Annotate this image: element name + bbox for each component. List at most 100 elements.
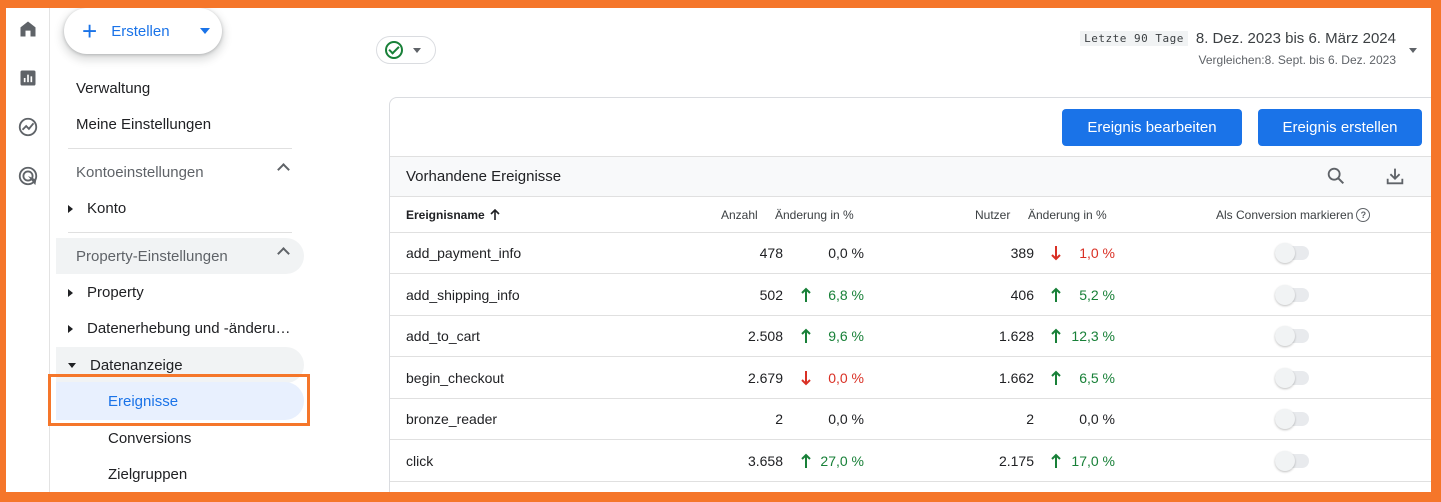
search-icon[interactable] [1325, 165, 1349, 189]
arrow-up-icon [1050, 287, 1062, 303]
column-header-users[interactable]: Nutzer [975, 208, 1011, 222]
cell-count: 2.679 [747, 369, 783, 386]
cell-count: 3.658 [747, 452, 783, 469]
table-header-bar: Vorhandene Ereignisse [390, 156, 1431, 197]
table-row[interactable]: add_payment_info 478 0,0 % 389 1,0 % [390, 233, 1431, 274]
check-circle-icon [385, 41, 403, 59]
tree-item-account[interactable]: Konto [68, 200, 126, 217]
cell-count-change: 9,6 % [828, 328, 864, 344]
column-header-count[interactable]: Anzahl [721, 208, 758, 222]
filter-chip[interactable] [376, 36, 436, 64]
divider [68, 148, 292, 149]
sort-arrow-up-icon [490, 209, 500, 220]
create-button[interactable]: + Erstellen [64, 8, 222, 54]
app-frame: + Erstellen Verwaltung Meine Einstellung… [6, 8, 1431, 492]
section-account-settings[interactable]: Kontoeinstellungen [64, 154, 304, 190]
date-dropdown-icon[interactable] [1409, 48, 1417, 53]
tree-item-data-display-label: Datenanzeige [90, 357, 183, 374]
home-icon[interactable] [16, 17, 40, 41]
tree-item-data-display[interactable]: Datenanzeige [68, 357, 183, 374]
item-highlight [56, 347, 304, 383]
events-card: Ereignis bearbeiten Ereignis erstellen V… [389, 97, 1431, 492]
arrow-up-icon [1050, 453, 1062, 469]
conversion-toggle[interactable] [1275, 326, 1309, 346]
conversion-toggle[interactable] [1275, 450, 1309, 471]
cell-users-change: 0,0 % [1079, 411, 1115, 427]
cell-count-change: 6,8 % [828, 286, 864, 303]
table-row[interactable]: bronze_reader 2 0,0 % 2 0,0 % [390, 399, 1431, 440]
section-property-settings[interactable]: Property-Einstellungen [64, 238, 304, 274]
table-row[interactable]: begin_checkout 2.679 0,0 % 1.662 6,5 % [390, 358, 1431, 399]
cell-event-name: click [406, 452, 434, 469]
cell-count: 478 [759, 245, 783, 261]
cell-users: 2.175 [998, 452, 1034, 469]
date-preset-tag: Letzte 90 Tage [1080, 31, 1188, 46]
cell-event-name: add_to_cart [406, 328, 480, 344]
section-property-settings-label: Property-Einstellungen [76, 247, 228, 265]
cell-count-change: 27,0 % [820, 452, 864, 469]
conversion-toggle[interactable] [1275, 284, 1309, 305]
expand-arrow-icon [68, 204, 73, 213]
help-icon[interactable]: ? [1356, 208, 1371, 222]
table-row[interactable]: add_shipping_info 502 6,8 % 406 5,2 % [390, 275, 1431, 316]
cell-count-change: 0,0 % [828, 411, 864, 427]
chevron-down-icon [413, 47, 421, 53]
cell-users: 406 [1010, 286, 1034, 303]
chevron-up-icon [277, 163, 290, 176]
section-highlight [56, 238, 304, 274]
download-icon[interactable] [1384, 165, 1408, 189]
expand-arrow-icon [68, 324, 73, 333]
date-range-picker[interactable]: Letzte 90 Tage 8. Dez. 2023 bis 6. März … [1080, 30, 1396, 67]
nav-my-settings[interactable]: Meine Einstellungen [76, 116, 212, 133]
create-event-button[interactable]: Ereignis erstellen [1258, 109, 1422, 146]
column-header-users-change[interactable]: Änderung in % [1028, 208, 1107, 222]
advertising-icon[interactable] [16, 164, 40, 188]
table-row[interactable]: click 3.658 27,0 % 2.175 17,0 % [390, 441, 1431, 482]
left-nav: + Erstellen Verwaltung Meine Einstellung… [56, 8, 376, 492]
cell-event-name: bronze_reader [406, 411, 498, 427]
table-row[interactable]: add_to_cart 2.508 9,6 % 1.628 12,3 % [390, 316, 1431, 357]
arrow-up-icon [800, 287, 812, 303]
nav-audiences[interactable]: Zielgruppen [108, 466, 188, 483]
arrow-up-icon [800, 328, 812, 344]
cell-users: 2 [1026, 411, 1034, 427]
edit-event-button[interactable]: Ereignis bearbeiten [1062, 109, 1242, 146]
column-header-name-label: Ereignisname [406, 208, 485, 222]
nav-events[interactable]: Ereignisse [108, 393, 179, 410]
nav-conversions[interactable]: Conversions [108, 430, 192, 447]
conversion-toggle[interactable] [1275, 409, 1309, 429]
reports-icon[interactable] [16, 66, 40, 90]
chevron-down-icon [199, 28, 210, 34]
create-button-label: Erstellen [111, 22, 170, 40]
cell-count: 502 [759, 286, 783, 303]
cell-users-change: 1,0 % [1079, 245, 1115, 261]
arrow-up-icon [800, 453, 812, 469]
cell-users-change: 6,5 % [1079, 369, 1115, 386]
tree-item-property[interactable]: Property [68, 284, 144, 301]
column-header-count-change[interactable]: Änderung in % [775, 208, 854, 222]
chevron-up-icon [277, 247, 290, 260]
column-header-name[interactable]: Ereignisname [406, 208, 501, 222]
table-title: Vorhandene Ereignisse [406, 168, 562, 185]
arrow-up-icon [1050, 328, 1062, 344]
cell-count: 2 [775, 411, 783, 427]
collapse-arrow-icon [68, 363, 76, 368]
cell-users-change: 5,2 % [1079, 286, 1115, 303]
tree-item-data-collection-label: Datenerhebung und -änderu… [87, 320, 291, 337]
tree-item-data-collection[interactable]: Datenerhebung und -änderu… [68, 320, 290, 337]
tree-item-property-label: Property [87, 284, 144, 301]
explore-icon[interactable] [16, 115, 40, 139]
table-column-headers: Ereignisname Anzahl Änderung in % Nutzer… [390, 197, 1431, 233]
cell-event-name: add_payment_info [406, 245, 522, 261]
plus-icon: + [82, 16, 98, 46]
cell-event-name: begin_checkout [406, 369, 505, 386]
tree-item-account-label: Konto [87, 200, 127, 217]
cell-count-change: 0,0 % [828, 245, 864, 261]
conversion-toggle[interactable] [1275, 243, 1309, 263]
conversion-toggle[interactable] [1275, 367, 1309, 388]
nav-admin[interactable]: Verwaltung [76, 80, 151, 97]
divider [68, 232, 292, 233]
highlight-box [48, 374, 310, 426]
arrow-up-icon [1050, 370, 1062, 386]
cell-count-change: 0,0 % [828, 369, 864, 386]
